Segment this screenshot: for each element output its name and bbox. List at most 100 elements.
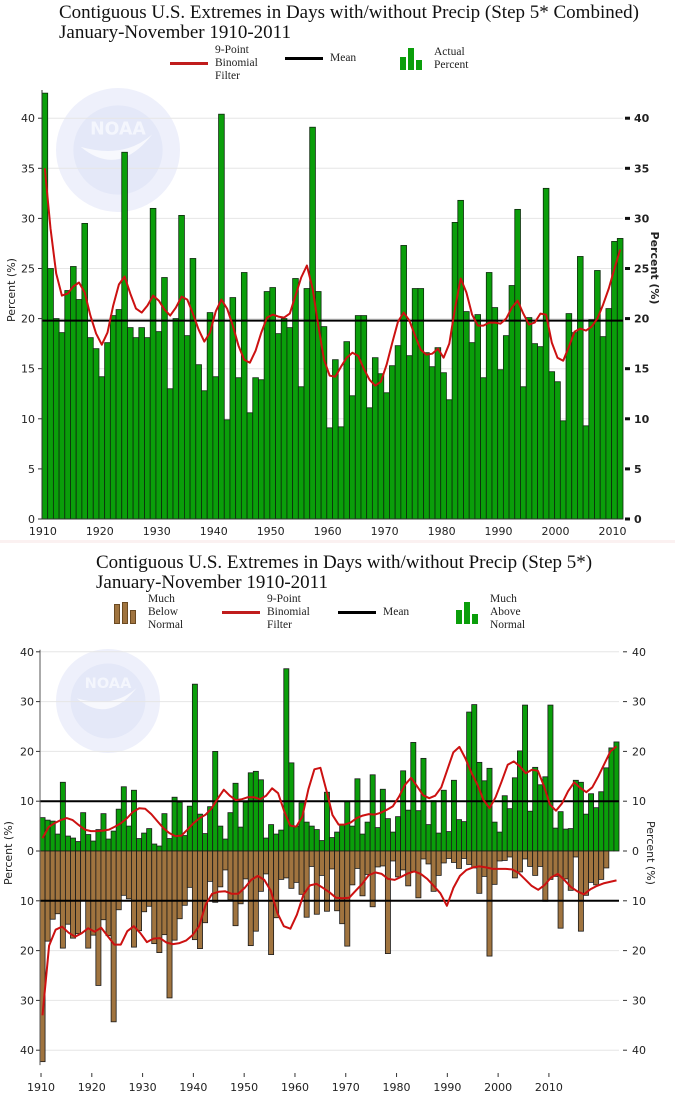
bar-1914 [64, 290, 71, 520]
y-tick-right [625, 417, 630, 421]
x-tick-label: 1930 [143, 525, 171, 538]
noaa-logo-text: NOAA [90, 120, 146, 140]
bar-1987 [480, 377, 487, 520]
y-tick-label-left: 0 [28, 513, 35, 526]
below-bar-2000 [496, 850, 503, 862]
above-bar-2010 [547, 704, 554, 852]
noaa-logo-watermark: NOAA [56, 649, 160, 753]
above-bar-1980 [395, 816, 402, 852]
x-tick-label: 2000 [484, 1081, 512, 1093]
y-tick-right [625, 467, 630, 471]
bar-1983 [457, 199, 464, 520]
x-tick-label: 1990 [485, 525, 513, 538]
bar-1996 [531, 343, 538, 520]
bar-1939 [206, 312, 214, 520]
y-axis-label-right: Percent (%) [644, 821, 657, 885]
below-bar-1992 [456, 850, 462, 869]
y-tick-label-left: 15 [21, 363, 35, 376]
below-bar-2012 [557, 850, 564, 929]
bar-1934 [178, 214, 185, 520]
above-bar-2017 [583, 813, 589, 852]
below-bar-1969 [339, 850, 346, 925]
y-tick-label-right: 20 [634, 313, 650, 326]
legend-above-label: Much Above Normal [490, 593, 526, 631]
above-bar-1987 [430, 800, 437, 852]
bar-1944 [235, 377, 242, 520]
below-bar-2021 [603, 850, 610, 869]
y-tick-label-right: 20 [632, 745, 646, 758]
below-bar-1919 [85, 850, 92, 949]
legend-below: Much Below Normal [114, 593, 183, 632]
bar-1960 [326, 427, 333, 520]
below-bar-1975 [369, 850, 376, 908]
legend-mean: Mean [285, 52, 356, 65]
above-bar-1994 [466, 711, 473, 852]
bar-1986 [474, 314, 481, 520]
above-bar-1957 [278, 829, 285, 852]
bar-1950 [269, 287, 276, 520]
below-bar-2013 [562, 850, 569, 880]
legend-actual-label: Actual Percent [434, 46, 469, 71]
below-bar-1930 [141, 850, 148, 913]
bar-2003 [571, 332, 578, 520]
bar-1937 [195, 364, 202, 520]
bar-1941 [218, 113, 225, 520]
below-bar-2005 [522, 850, 528, 860]
above-bar-2023 [613, 741, 620, 852]
filter-line-below [41, 865, 617, 1016]
y-tick-label-left: 20 [20, 945, 34, 958]
below-bar-2019 [593, 850, 600, 886]
bar-1981 [446, 399, 453, 520]
bar-1973 [400, 245, 407, 520]
x-tick-label: 1990 [433, 1081, 461, 1093]
bar-1925 [127, 327, 134, 520]
above-bar-1976 [374, 827, 381, 852]
below-bar-1971 [349, 850, 356, 886]
above-bar-1971 [349, 825, 356, 852]
y-tick-label-right: 5 [634, 463, 642, 476]
legend-mean: Mean [338, 606, 409, 619]
legend-actual: Actual Percent [400, 46, 468, 72]
bar-1995 [525, 317, 533, 520]
below-bar-1936 [171, 850, 178, 941]
above-bar-1955 [268, 824, 275, 852]
bar-1935 [184, 335, 191, 520]
bar-2006 [588, 319, 595, 520]
bar-1928 [144, 337, 151, 520]
above-bar-1911 [44, 819, 51, 852]
y-tick-label-left: 30 [20, 696, 34, 709]
above-bar-2012 [557, 811, 564, 852]
below-bar-1929 [136, 850, 142, 932]
y-tick-right [625, 116, 630, 120]
bar-1999 [548, 371, 556, 520]
bar-1921 [104, 342, 111, 520]
bar-1945 [240, 272, 248, 520]
bar-1940 [212, 376, 219, 520]
filter-line-swatch-icon [222, 611, 260, 614]
above-bar-1925 [115, 808, 122, 852]
above-bar-1922 [100, 813, 107, 852]
above-bar-1935 [166, 838, 173, 852]
below-bar-1997 [481, 850, 488, 877]
below-bar-2004 [517, 850, 523, 873]
below-bar-1988 [435, 850, 442, 876]
mean-line-swatch-icon [285, 57, 323, 60]
below-bar-2014 [567, 850, 574, 891]
below-bar-1935 [166, 850, 173, 999]
below-bar-2008 [537, 850, 544, 867]
above-bar-1937 [176, 801, 183, 852]
above-bar-1915 [64, 835, 71, 852]
above-bar-1963 [308, 825, 315, 852]
y-tick-label-left: 10 [20, 795, 34, 808]
below-bar-1912 [49, 850, 56, 920]
y-tick-label-right: 10 [632, 795, 646, 808]
below-bar-1973 [359, 850, 366, 897]
above-bar-1983 [410, 742, 417, 852]
below-bar-1979 [390, 850, 396, 862]
y-tick-label-left: 10 [21, 413, 35, 426]
y-tick-label-left: 20 [20, 745, 34, 758]
bar-1930 [155, 331, 163, 520]
bar-1966 [360, 315, 368, 520]
bar-1946 [246, 412, 254, 520]
above-bar-1936 [171, 796, 178, 852]
